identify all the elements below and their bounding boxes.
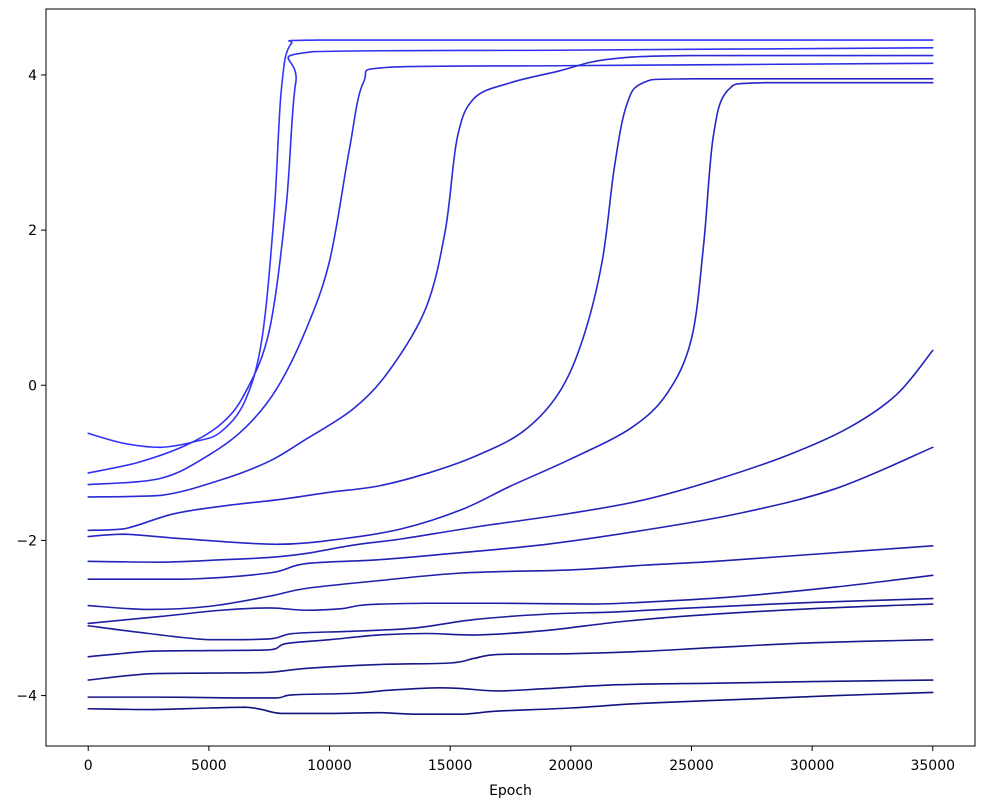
x-axis: 0 5000 10000 15000 20000 25000 30000 35000	[84, 746, 955, 774]
y-tick-label: −2	[16, 533, 37, 549]
series-line-8	[87, 446, 934, 581]
x-tick-label: 30000	[790, 758, 835, 774]
x-tick-label: 10000	[307, 758, 352, 774]
y-tick-label: 0	[28, 378, 37, 394]
x-tick-label: 15000	[428, 758, 473, 774]
x-tick-label: 25000	[669, 758, 714, 774]
series-line-4	[87, 54, 934, 498]
series-line-7	[87, 349, 934, 563]
series-line-15	[87, 691, 934, 715]
series-line-10	[87, 574, 934, 625]
series-line-13	[87, 638, 934, 681]
x-tick-label: 35000	[910, 758, 955, 774]
x-axis-label: Epoch	[489, 783, 532, 799]
series-line-6	[87, 81, 934, 546]
plot-frame	[45, 8, 976, 747]
y-tick-label: −4	[16, 689, 37, 705]
series-line-2	[87, 46, 934, 474]
y-tick-label: 4	[28, 68, 37, 84]
series-line-14	[87, 679, 934, 699]
series-line-1	[87, 39, 934, 449]
series-line-5	[87, 78, 934, 532]
y-axis: −4 −2 0 2 4	[16, 68, 46, 705]
series-lines	[87, 39, 934, 715]
x-tick-label: 0	[84, 758, 93, 774]
x-tick-label: 5000	[191, 758, 227, 774]
series-line-11	[87, 597, 934, 641]
series-line-3	[87, 62, 934, 486]
x-tick-label: 20000	[549, 758, 594, 774]
series-line-9	[87, 545, 934, 611]
series-line-12	[87, 603, 934, 658]
y-tick-label: 2	[28, 223, 37, 239]
